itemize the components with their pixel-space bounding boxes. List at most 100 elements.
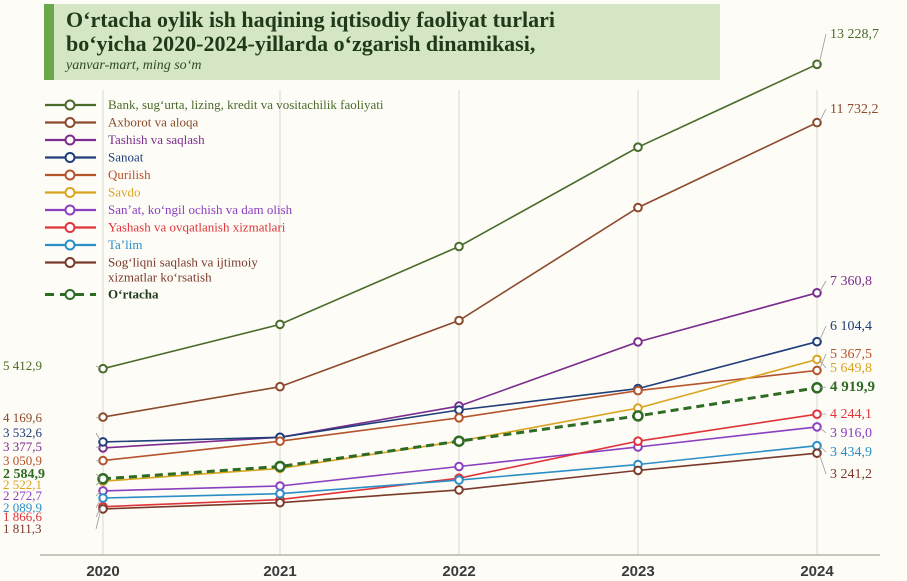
end-value-label: 13 228,7 (830, 27, 879, 42)
start-label-leader (95, 508, 102, 530)
x-tick-label: 2021 (263, 563, 296, 580)
data-point (454, 405, 464, 415)
data-point (633, 436, 643, 447)
legend-label: Savdo (108, 185, 141, 200)
data-point (454, 413, 464, 423)
start-label-leader (95, 416, 102, 419)
end-value-label: 3 434,9 (830, 445, 872, 460)
legend-label: Axborot va aloqa (108, 115, 198, 130)
data-point (454, 461, 464, 472)
start-label-leader (95, 473, 102, 480)
data-point (275, 381, 285, 392)
chart-title-line-1: O‘rtacha oylik ish haqining iqtisodiy fa… (66, 7, 555, 32)
legend-label: San’at, ko‘ngil ochish va dam olish (108, 202, 293, 217)
legend-label: O‘rtacha (108, 287, 159, 302)
end-label-leader (818, 108, 827, 123)
data-point (454, 475, 464, 485)
data-point (275, 481, 285, 491)
data-point (633, 202, 643, 213)
legend-swatch-marker (64, 152, 76, 163)
legend-swatch-marker (64, 204, 76, 216)
end-value-label: 11 732,2 (830, 102, 878, 117)
end-value-label: 3 241,2 (830, 467, 872, 482)
start-value-label: 3 377,5 (3, 439, 42, 454)
start-value-label: 3 050,9 (3, 453, 42, 468)
legend-swatch-marker (64, 117, 76, 128)
end-value-label: 5 367,5 (830, 347, 872, 362)
data-point (275, 319, 285, 330)
start-value-label: 4 169,6 (3, 410, 43, 425)
chart-subtitle: yanvar-mart, ming so‘m (66, 58, 202, 73)
start-value-label: 1 866,6 (3, 509, 43, 524)
end-label-leader (818, 386, 827, 389)
x-tick-label: 2023 (621, 563, 654, 580)
data-point (454, 485, 464, 495)
start-value-label: 1 811,3 (3, 521, 42, 536)
legend-label: Sog‘liqni saqlash va ijtimoiy (108, 255, 258, 270)
data-point (274, 460, 286, 473)
start-value-label: 2 522,1 (3, 477, 42, 492)
end-label-leader (818, 445, 827, 453)
start-label-leader (95, 506, 102, 518)
start-value-label: 2 584,9 (3, 467, 45, 482)
legend-swatch-marker (64, 239, 76, 251)
title-box: O‘rtacha oylik ish haqining iqtisodiy fa… (44, 4, 720, 80)
data-point (812, 288, 822, 298)
x-tick-label: 2022 (442, 563, 475, 580)
x-tick-label: 2024 (800, 563, 834, 580)
data-point (812, 336, 822, 347)
legend-label: Sanoat (108, 150, 144, 165)
legend-label: Bank, sug‘urta, lizing, kredit va vosita… (108, 97, 384, 112)
series-line (102, 340, 818, 443)
end-value-label: 5 649,8 (830, 361, 872, 376)
data-point (633, 385, 643, 396)
end-label-leader (818, 33, 827, 65)
data-point (453, 435, 465, 447)
data-point (812, 448, 822, 459)
end-label-leader (818, 280, 827, 294)
data-point (632, 410, 644, 422)
start-label-leader (95, 480, 102, 486)
legend-swatch-marker (64, 187, 76, 198)
data-point (454, 315, 464, 326)
chart-title-line-2: bo‘yicha 2020-2024-yillarda o‘zgarish di… (66, 31, 536, 56)
legend-label: xizmatlar ko‘rsatish (108, 270, 212, 285)
data-point (275, 497, 285, 508)
start-value-label: 5 412,9 (3, 358, 42, 373)
end-value-label: 3 916,0 (830, 426, 872, 441)
data-point (454, 241, 464, 252)
data-point (98, 437, 108, 447)
data-point (98, 363, 108, 374)
data-point (812, 117, 822, 128)
legend-label: Ta’lim (108, 237, 142, 252)
data-point (812, 440, 822, 451)
start-label-leader (95, 497, 102, 509)
data-point (812, 365, 822, 376)
legend-label: Qurilish (108, 167, 151, 182)
legend-swatch-marker (64, 169, 76, 181)
start-label-leader (95, 365, 102, 370)
start-value-label: 3 532,6 (3, 425, 43, 440)
start-value-label: 2 272,7 (3, 488, 43, 503)
data-point (275, 488, 285, 499)
data-point (812, 422, 822, 432)
data-point (812, 354, 822, 365)
data-point (98, 493, 108, 503)
end-label-leader (818, 325, 827, 342)
end-value-label: 7 360,8 (830, 274, 872, 289)
x-tick-label: 2020 (86, 563, 119, 580)
data-point (633, 465, 643, 476)
data-point (275, 436, 285, 447)
end-label-leader (818, 453, 827, 475)
start-label-leader (95, 432, 102, 443)
end-value-label: 6 104,4 (830, 319, 872, 334)
legend-swatch-marker (64, 257, 76, 268)
legend-swatch-marker (64, 99, 76, 111)
end-value-label: 4 919,9 (830, 379, 875, 395)
end-label-leader (818, 353, 827, 371)
start-label-leader (95, 446, 102, 449)
legend-swatch-marker (64, 134, 76, 146)
data-point (633, 142, 643, 152)
end-label-leader (818, 426, 827, 434)
